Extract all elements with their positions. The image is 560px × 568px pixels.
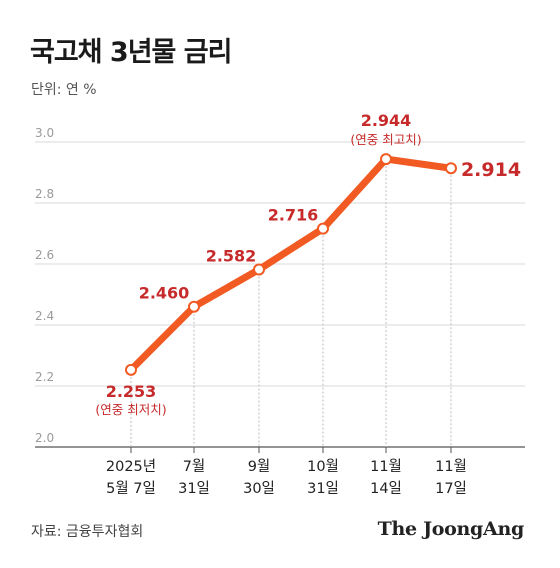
- annotation-label: (연중 최저치): [95, 402, 166, 417]
- y-tick-label: 2.2: [35, 370, 54, 384]
- data-label: 2.253: [106, 382, 157, 401]
- x-tick-label: 31일: [178, 480, 210, 497]
- x-tick-label: 31일: [307, 480, 339, 497]
- x-tick-label: 2025년: [106, 458, 156, 475]
- x-tick-label: 5월 7일: [106, 480, 156, 497]
- data-label: 2.582: [206, 246, 257, 265]
- data-point: [380, 153, 392, 166]
- unit-label: 단위: 연 %: [31, 82, 97, 98]
- y-tick-label: 2.8: [35, 187, 54, 201]
- data-label: 2.716: [268, 206, 319, 225]
- source-note: 자료: 금융투자협회: [31, 524, 144, 540]
- y-tick-label: 2.0: [35, 431, 54, 445]
- x-tick-label: 30일: [243, 480, 275, 497]
- x-tick-label: 7월: [183, 458, 206, 475]
- data-label: 2.944: [361, 111, 412, 130]
- data-point: [317, 222, 329, 235]
- y-tick-label: 2.6: [35, 248, 54, 262]
- data-point: [125, 363, 137, 376]
- x-tick-label: 14일: [370, 480, 402, 497]
- data-point: [445, 162, 457, 175]
- chart-title: 국고채 3년물 금리: [30, 37, 232, 68]
- data-label: 2.914: [461, 159, 521, 181]
- brand-logo: The JoongAng: [377, 518, 525, 540]
- data-label: 2.460: [139, 284, 190, 303]
- x-tick-label: 11월: [435, 458, 467, 475]
- y-tick-label: 2.4: [35, 309, 54, 323]
- x-tick-label: 10월: [307, 458, 339, 475]
- x-tick-label: 9월: [248, 458, 271, 475]
- annotation-label: (연중 최고치): [350, 132, 421, 147]
- series-line: [127, 155, 455, 374]
- data-point: [188, 300, 200, 313]
- x-tick-label: 17일: [435, 480, 467, 497]
- data-point: [253, 263, 265, 276]
- x-tick-label: 11월: [370, 458, 402, 475]
- y-tick-label: 3.0: [35, 126, 54, 140]
